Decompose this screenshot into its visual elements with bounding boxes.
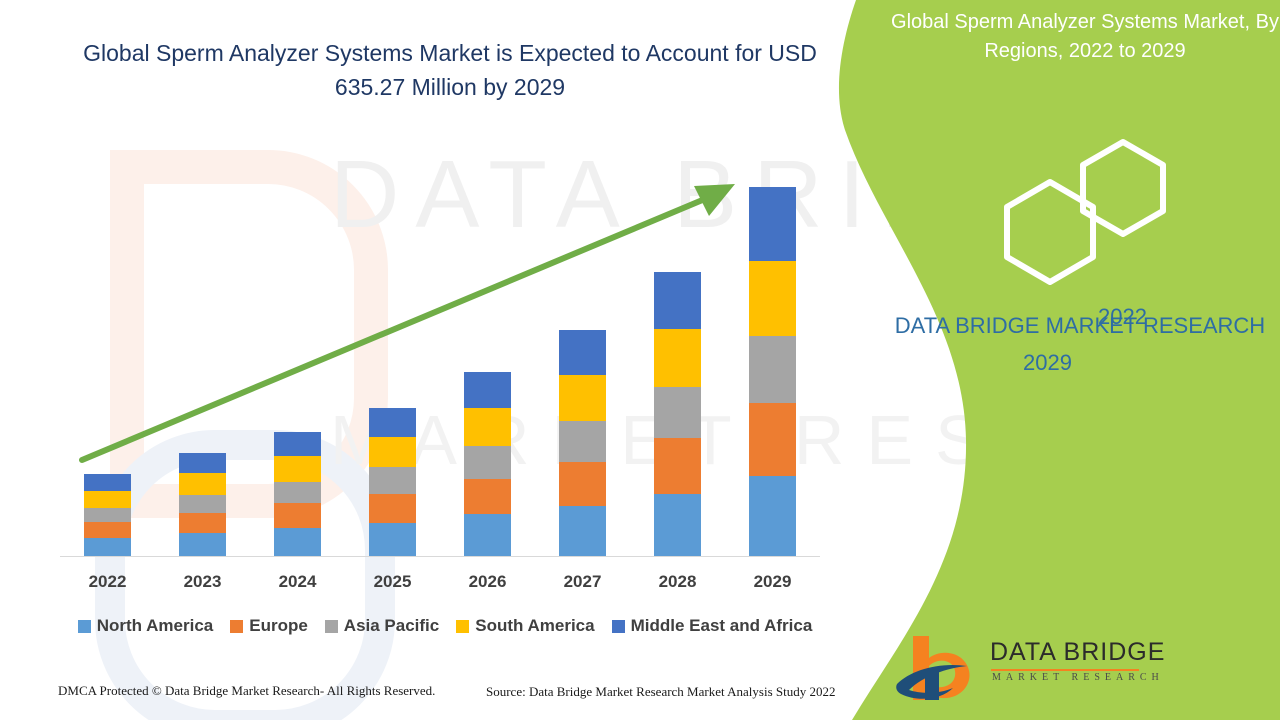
logo-divider (991, 669, 1139, 671)
hexagon-group: 2022 2029 (880, 130, 1280, 375)
bar-segment (274, 528, 321, 557)
bar-segment (749, 402, 796, 476)
bar-segment (654, 386, 701, 438)
footer-source: Source: Data Bridge Market Research Mark… (486, 684, 836, 699)
bar-segment (559, 374, 606, 421)
legend-item[interactable]: South America (456, 616, 595, 636)
bar-segment (84, 537, 131, 557)
bar-segment (179, 494, 226, 514)
stacked-bar-plot (60, 140, 820, 557)
bar-2023 (179, 453, 226, 557)
bar-segment (559, 329, 606, 375)
bar-segment (654, 493, 701, 557)
x-tick-2023: 2023 (183, 572, 222, 591)
legend-item[interactable]: Europe (230, 616, 308, 636)
footer-copyright: DMCA Protected © Data Bridge Market Rese… (58, 683, 436, 698)
bar-segment (749, 336, 796, 403)
bar-segment (84, 521, 131, 538)
bar-2025 (369, 407, 416, 557)
legend-swatch-icon (324, 619, 338, 633)
bar-segment (179, 473, 226, 495)
bar-segment (84, 507, 131, 522)
bar-segment (654, 328, 701, 387)
bar-segment (179, 513, 226, 534)
bar-2027 (559, 329, 606, 557)
bar-segment (274, 456, 321, 482)
bar-segment (464, 371, 511, 408)
x-tick-2022: 2022 (88, 572, 127, 591)
bar-segment (274, 503, 321, 529)
legend-label: Europe (249, 616, 308, 635)
panel-content: Global Sperm Analyzer Systems Market, By… (880, 0, 1280, 720)
panel-brand-text: DATA BRIDGE MARKET RESEARCH (894, 313, 1266, 338)
chart-area: 2022 2023 2024 2025 2026 2027 2028 2029 (60, 140, 820, 598)
legend-swatch-icon (77, 619, 91, 633)
bar-segment (274, 481, 321, 504)
bar-2024 (274, 431, 321, 557)
bar-2026 (464, 371, 511, 557)
bar-2022 (84, 474, 131, 557)
bar-segment (559, 461, 606, 506)
x-tick-2025: 2025 (373, 572, 412, 591)
bar-segment (749, 261, 796, 337)
x-tick-2024: 2024 (278, 572, 317, 591)
bar-segment (179, 453, 226, 474)
bar-segment (559, 505, 606, 557)
hex-label-end-year: 2029 (1023, 350, 1072, 375)
chart-title: Global Sperm Analyzer Systems Market is … (83, 40, 817, 100)
x-tick-2028: 2028 (658, 572, 697, 591)
bar-segment (369, 493, 416, 523)
bar-segment (464, 514, 511, 557)
logo-main-text: DATA BRIDGE (990, 638, 1166, 666)
bar-segment (369, 522, 416, 557)
legend-item[interactable]: Middle East and Africa (611, 616, 813, 636)
x-tick-2026: 2026 (468, 572, 507, 591)
legend-label: Asia Pacific (343, 616, 440, 635)
bar-segment (749, 475, 796, 557)
bar-segment (464, 445, 511, 479)
logo-sub-text: MARKET RESEARCH (992, 672, 1164, 683)
chart-legend: North America Europe Asia Pacific South Ame… (60, 616, 830, 636)
bar-segment (84, 490, 131, 508)
bar-segment (369, 436, 416, 467)
x-tick-2027: 2027 (563, 572, 602, 591)
bar-segment (274, 431, 321, 457)
panel-title: Global Sperm Analyzer Systems Market, By… (891, 11, 1279, 62)
legend-item[interactable]: North America (77, 616, 214, 636)
bar-segment (654, 271, 701, 329)
legend-label: South America (475, 616, 595, 635)
data-bridge-logo: DATA BRIDGE MARKET RESEARCH (895, 632, 1195, 704)
legend-swatch-icon (230, 619, 244, 633)
hexagon-outlines-icon (1004, 139, 1166, 285)
bar-segment (654, 437, 701, 494)
legend-swatch-icon (611, 619, 625, 633)
bar-segment (179, 533, 226, 557)
x-tick-2029: 2029 (753, 572, 792, 591)
bar-segment (369, 407, 416, 437)
legend-label: Middle East and Africa (630, 616, 813, 635)
bar-2029 (749, 187, 796, 557)
legend-label: North America (96, 616, 214, 635)
legend-swatch-icon (456, 619, 470, 633)
bar-segment (464, 407, 511, 446)
bar-segment (369, 466, 416, 494)
logo-mark-icon (896, 636, 970, 700)
bar-segment (84, 474, 131, 491)
x-axis-tick-labels: 2022 2023 2024 2025 2026 2027 2028 2029 (60, 572, 820, 598)
bar-segment (464, 478, 511, 515)
bar-segment (749, 187, 796, 262)
legend-item[interactable]: Asia Pacific (324, 616, 440, 636)
x-axis-line (60, 556, 820, 557)
bar-2028 (654, 271, 701, 557)
bar-segment (559, 420, 606, 462)
